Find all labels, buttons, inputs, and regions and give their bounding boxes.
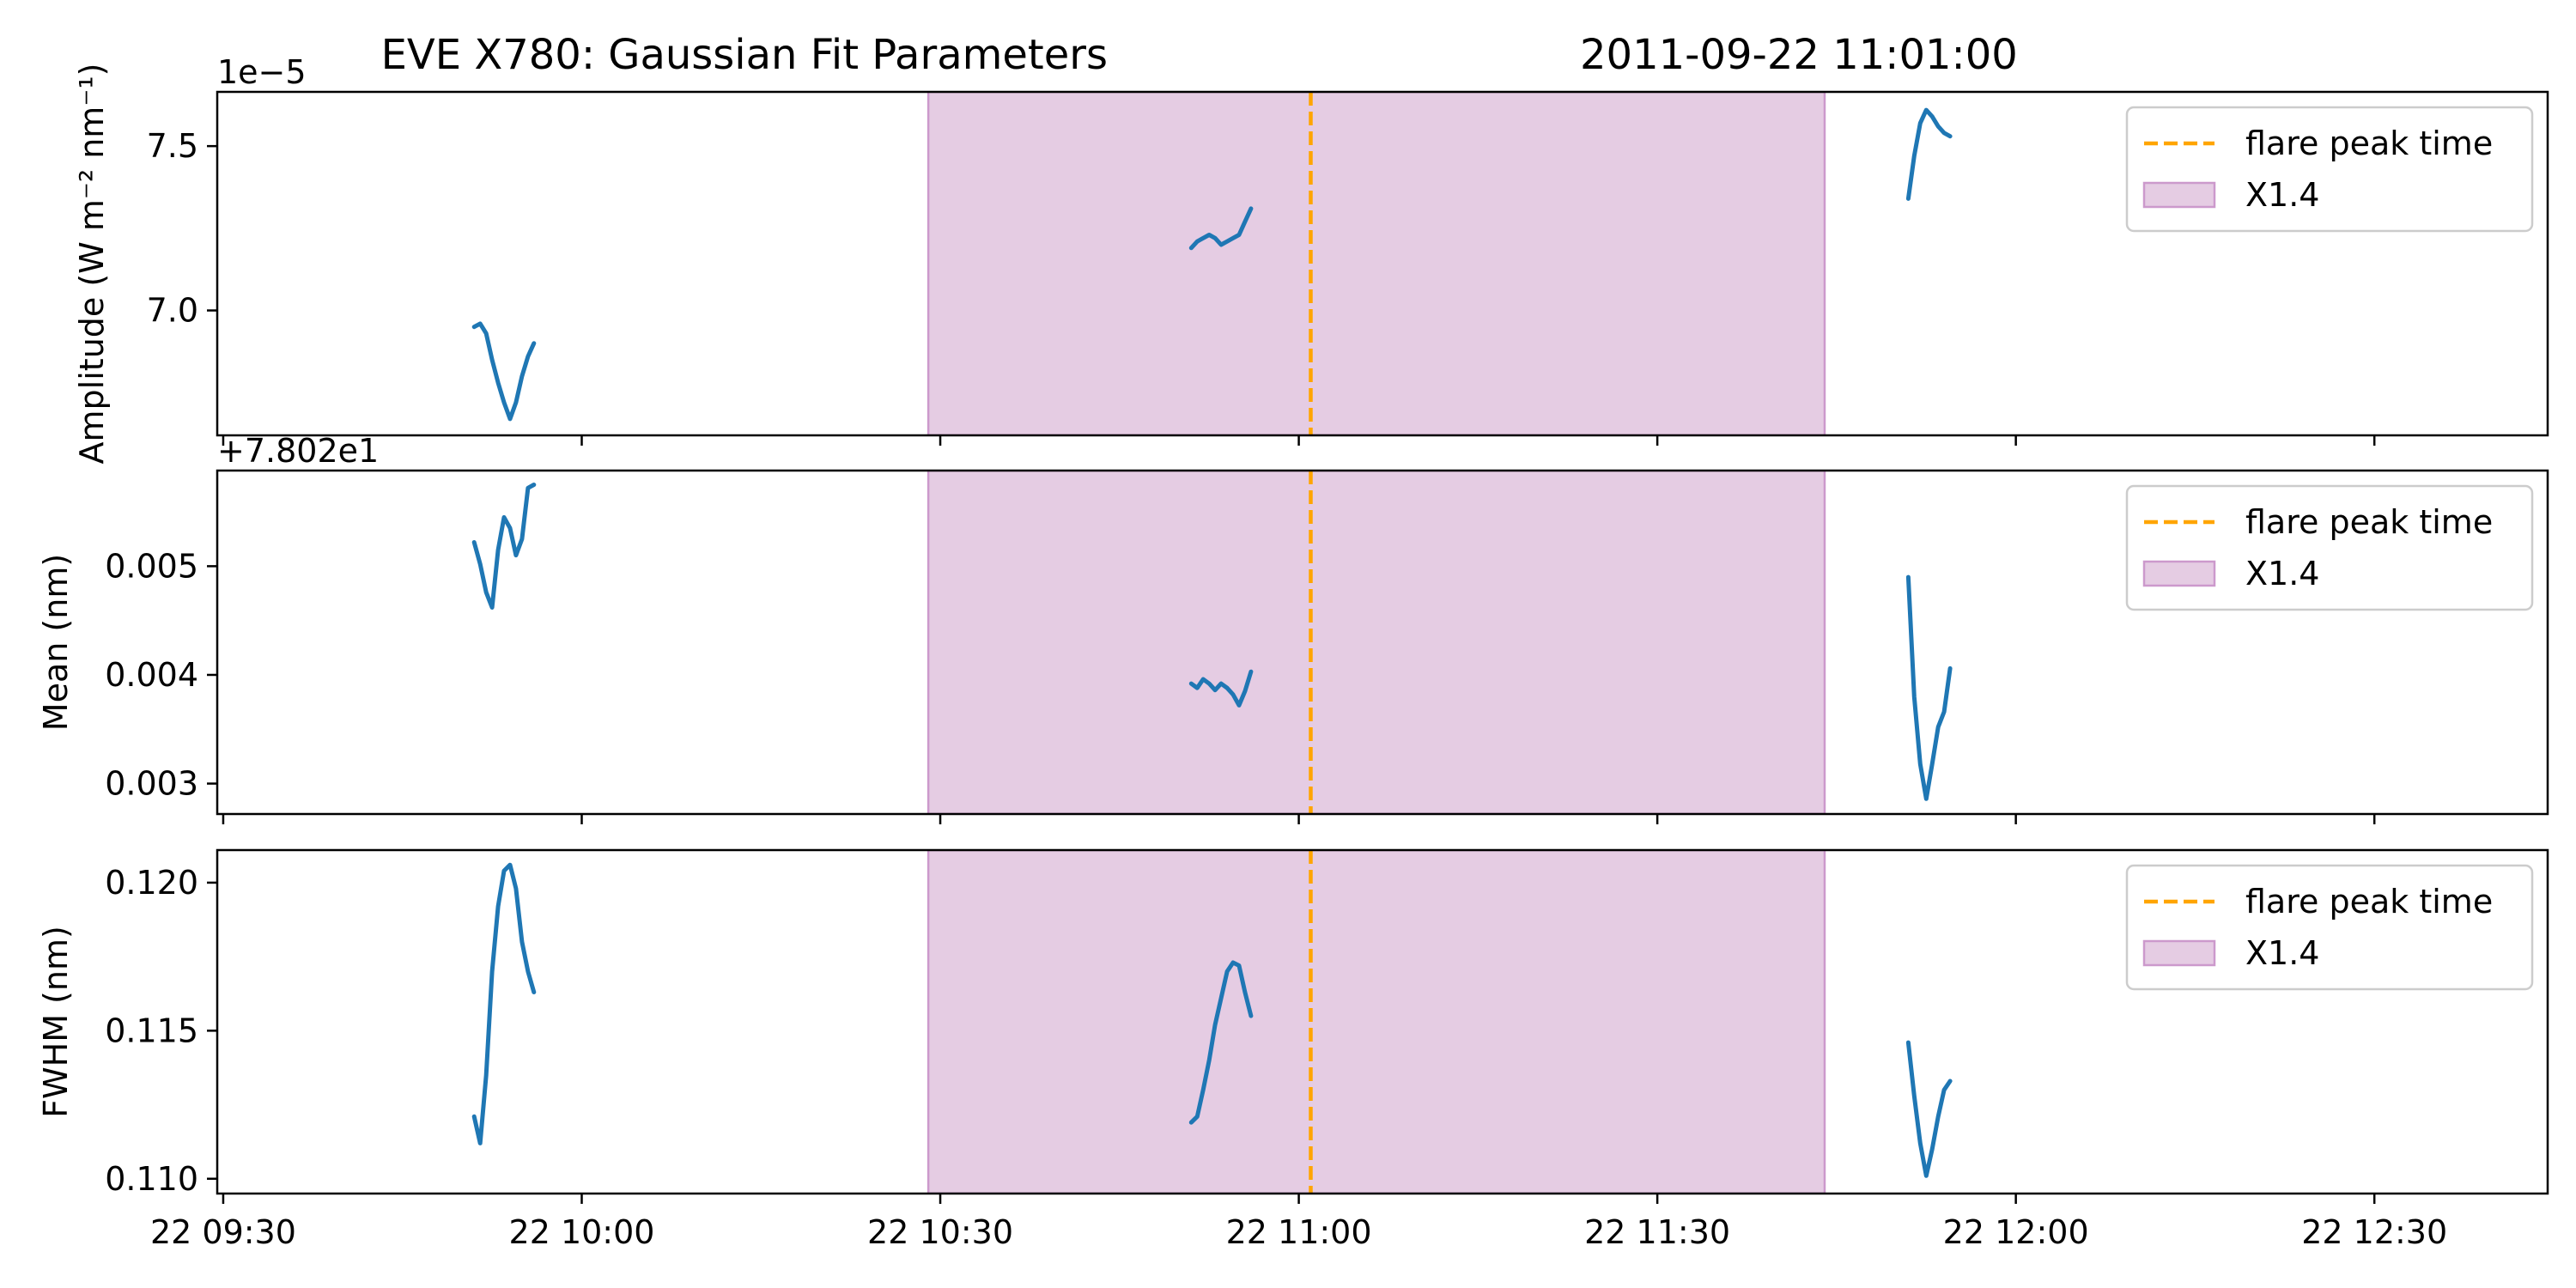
data-series-segment-1 (471, 483, 537, 610)
y-axis-label: Mean (nm) (37, 554, 75, 731)
data-series-segment-3 (1905, 1040, 1953, 1178)
y-offset-text: 1e−5 (217, 53, 307, 91)
y-axis-label: FWHM (nm) (37, 926, 75, 1118)
data-series-segment-3 (1905, 107, 1953, 201)
legend-peak-label: flare peak time (2245, 503, 2493, 541)
chart-timestamp: 2011-09-22 11:01:00 (1580, 31, 2018, 79)
legend-span-label: X1.4 (2245, 934, 2319, 972)
legend-box (2125, 106, 2534, 233)
legend: flare peak time X1.4 (2125, 484, 2534, 611)
legend-span-label: X1.4 (2245, 176, 2319, 214)
y-tick-label: 0.110 (105, 1160, 198, 1198)
data-series-segment-1 (471, 862, 537, 1145)
y-offset-text: +7.802e1 (217, 432, 379, 470)
x-tick-label: 22 10:30 (867, 1213, 1013, 1251)
y-tick-label: 0.115 (105, 1012, 198, 1049)
data-series-segment-2 (1188, 206, 1254, 251)
x-tick-label: 22 10:00 (509, 1213, 655, 1251)
y-tick-label: 0.003 (105, 765, 198, 803)
x-tick-label: 22 11:30 (1584, 1213, 1730, 1251)
data-series-segment-3 (1905, 574, 1953, 801)
panel-2: 0.003 0.004 0.005 +7.802e1 Mean (nm) flare pe… (37, 432, 2549, 824)
y-tick-label: 0.005 (105, 547, 198, 585)
legend-peak-label: flare peak time (2245, 883, 2493, 920)
legend-box (2125, 864, 2534, 991)
y-tick-label: 0.004 (105, 656, 198, 694)
panel-frame (216, 469, 2549, 816)
legend-span-swatch (2142, 939, 2216, 967)
panel-frame (216, 90, 2549, 437)
x-tick-label: 22 09:30 (150, 1213, 296, 1251)
flare-span (927, 850, 1826, 1194)
flare-span (927, 92, 1826, 435)
y-tick-label: 0.120 (105, 864, 198, 902)
panel-1: 7.0 7.5 1e−5 Amplitude (W m⁻² nm⁻¹) flare pe… (73, 53, 2549, 465)
chart-title: EVE X780: Gaussian Fit Parameters (381, 31, 1108, 79)
panel-frame (216, 848, 2549, 1195)
y-tick-label: 7.5 (147, 127, 198, 165)
legend-span-swatch (2142, 560, 2216, 587)
x-tick-label: 22 11:00 (1226, 1213, 1372, 1251)
legend: flare peak time X1.4 (2125, 864, 2534, 991)
x-tick-label: 22 12:30 (2301, 1213, 2447, 1251)
y-tick-label: 7.0 (147, 292, 198, 330)
data-series-segment-2 (1188, 669, 1254, 708)
legend-span-label: X1.4 (2245, 555, 2319, 592)
data-series-segment-2 (1188, 960, 1254, 1125)
legend-box (2125, 484, 2534, 611)
legend-peak-label: flare peak time (2245, 125, 2493, 162)
flare-span (927, 471, 1826, 814)
y-axis-label: Amplitude (W m⁻² nm⁻¹) (73, 64, 111, 465)
data-series-segment-1 (471, 321, 537, 422)
x-tick-label: 22 12:00 (1943, 1213, 2089, 1251)
legend-span-swatch (2142, 181, 2216, 209)
legend: flare peak time X1.4 (2125, 106, 2534, 233)
panel-3: 22 09:30 22 10:00 22 10:30 22 11:00 22 11:30… (37, 848, 2549, 1251)
